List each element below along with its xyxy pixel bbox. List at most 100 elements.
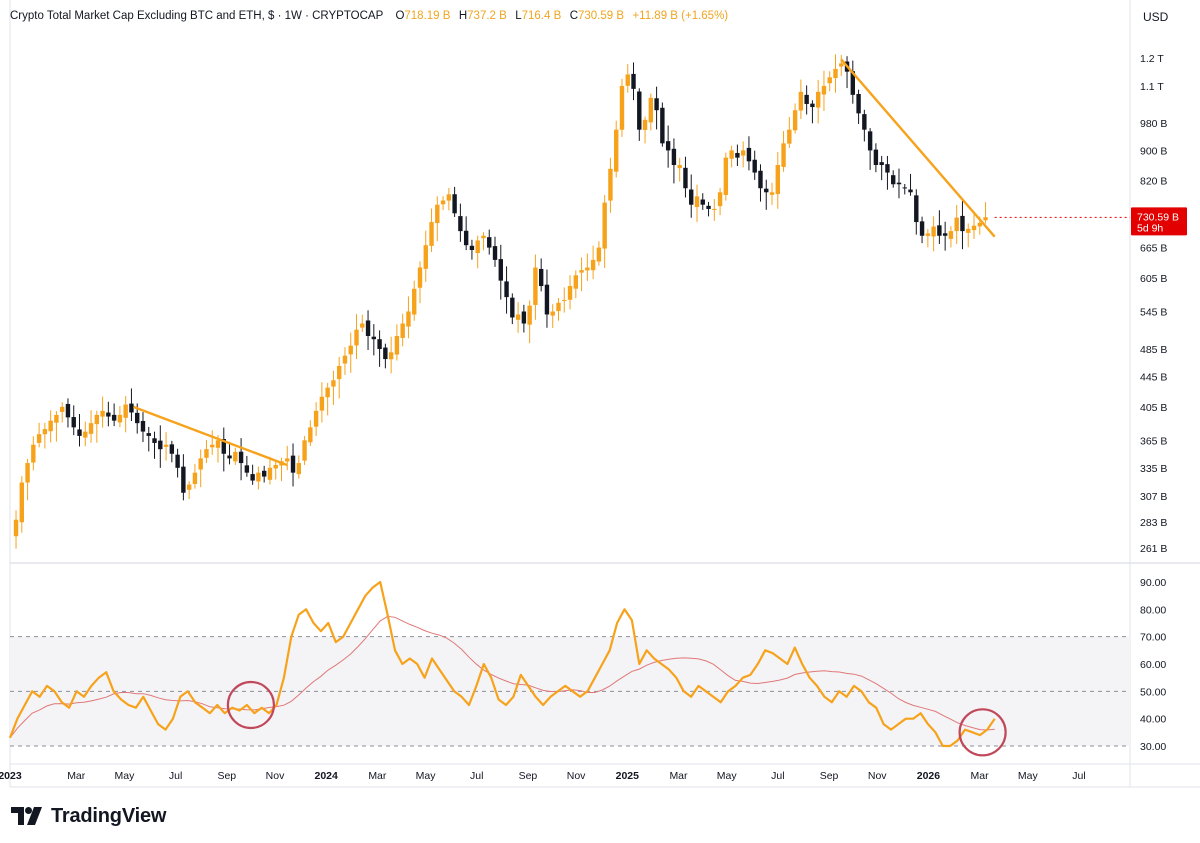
time-tick: May [1018, 770, 1039, 782]
time-tick: Mar [971, 770, 990, 782]
rsi-line [8, 580, 996, 748]
candle [665, 141, 671, 151]
candle [158, 440, 163, 450]
time-tick: Sep [217, 770, 236, 782]
time-tick: 2026 [917, 770, 941, 782]
candle [71, 417, 76, 428]
candle [204, 449, 209, 458]
rsi-tick: 80.00 [1140, 604, 1166, 616]
candle [550, 311, 555, 316]
candle [821, 85, 827, 95]
candle [169, 444, 175, 454]
candle [261, 470, 267, 477]
candle [804, 94, 809, 104]
tradingview-logo-icon [11, 807, 42, 825]
time-tick: Sep [820, 770, 839, 782]
candle [510, 297, 515, 318]
candle [746, 147, 752, 162]
price-tick: 405 B [1140, 402, 1167, 414]
candle [752, 159, 757, 173]
candle [302, 440, 307, 461]
candle [856, 93, 861, 114]
candle [371, 336, 377, 340]
time-tick: Mar [669, 770, 688, 782]
candle [527, 305, 532, 325]
candle [181, 466, 186, 493]
time-tick: Jul [169, 770, 182, 782]
candle [654, 98, 659, 111]
candle [585, 267, 590, 271]
high-value: 737.2 B [467, 10, 507, 22]
candle [977, 222, 982, 227]
candle [914, 195, 919, 223]
candle [290, 455, 296, 473]
candle [325, 387, 330, 398]
candle [706, 205, 711, 209]
candle [106, 412, 111, 417]
time-tick: May [717, 770, 738, 782]
candle [458, 216, 463, 232]
close-value: 730.59 B [578, 10, 625, 22]
candle [931, 226, 936, 237]
candle [452, 194, 457, 214]
candle [215, 440, 221, 448]
candle [123, 404, 128, 418]
candle [233, 451, 238, 462]
candle [423, 245, 428, 269]
candle [919, 221, 925, 236]
symbol-title[interactable]: Crypto Total Market Cap Excluding BTC an… [10, 10, 384, 22]
time-tick: May [416, 770, 437, 782]
candle [544, 284, 550, 315]
candle [227, 455, 232, 459]
price-tick: 1.1 T [1140, 81, 1164, 93]
candle [948, 231, 954, 239]
candle [210, 444, 215, 448]
tradingview-logo[interactable]: TradingView [11, 804, 166, 828]
candle [83, 431, 88, 438]
candle [481, 235, 486, 239]
rsi-ma-line [9, 615, 995, 739]
rsi-tick: 30.00 [1140, 741, 1166, 753]
candle [198, 458, 203, 470]
trendline-2 [840, 58, 996, 238]
candle [983, 217, 988, 221]
rsi-tick: 50.00 [1140, 686, 1166, 698]
candle [827, 77, 832, 84]
price-badge-countdown: 5d 9h [1137, 222, 1163, 234]
candle [867, 131, 873, 151]
chart-header: Crypto Total Market Cap Excluding BTC an… [10, 10, 728, 26]
candle [94, 414, 100, 425]
price-badge-value: 730.59 B [1137, 211, 1179, 223]
time-tick: Nov [567, 770, 586, 782]
time-tick: Sep [519, 770, 538, 782]
candle [360, 323, 365, 328]
candle [792, 110, 798, 131]
time-tick: Mar [67, 770, 86, 782]
time-axis: 2023 Mar May Jul Sep Nov 2024 Mar May Jul Sep Nov 20… [0, 770, 1086, 782]
trendline-1 [133, 405, 288, 467]
rsi-highlight-circle-1 [226, 680, 275, 730]
candle [42, 429, 48, 435]
candle [250, 474, 255, 481]
candle [59, 406, 65, 412]
candle [642, 119, 648, 130]
candle [862, 114, 867, 130]
currency-selector[interactable]: USD [1143, 10, 1169, 24]
candle [879, 162, 884, 166]
price-tick: 307 B [1140, 491, 1167, 503]
candle [342, 355, 348, 364]
candle [896, 182, 902, 185]
low-value: 716.4 B [521, 10, 562, 22]
candle [908, 189, 913, 193]
trendlines-layer [133, 58, 996, 467]
candle [758, 170, 763, 189]
candle [839, 63, 844, 67]
price-tick: 980 B [1140, 118, 1167, 130]
candle [331, 380, 336, 387]
price-badge-bg [1131, 207, 1187, 236]
candle [723, 157, 729, 195]
candle [285, 458, 290, 462]
candle [36, 434, 42, 443]
candle [735, 152, 740, 158]
